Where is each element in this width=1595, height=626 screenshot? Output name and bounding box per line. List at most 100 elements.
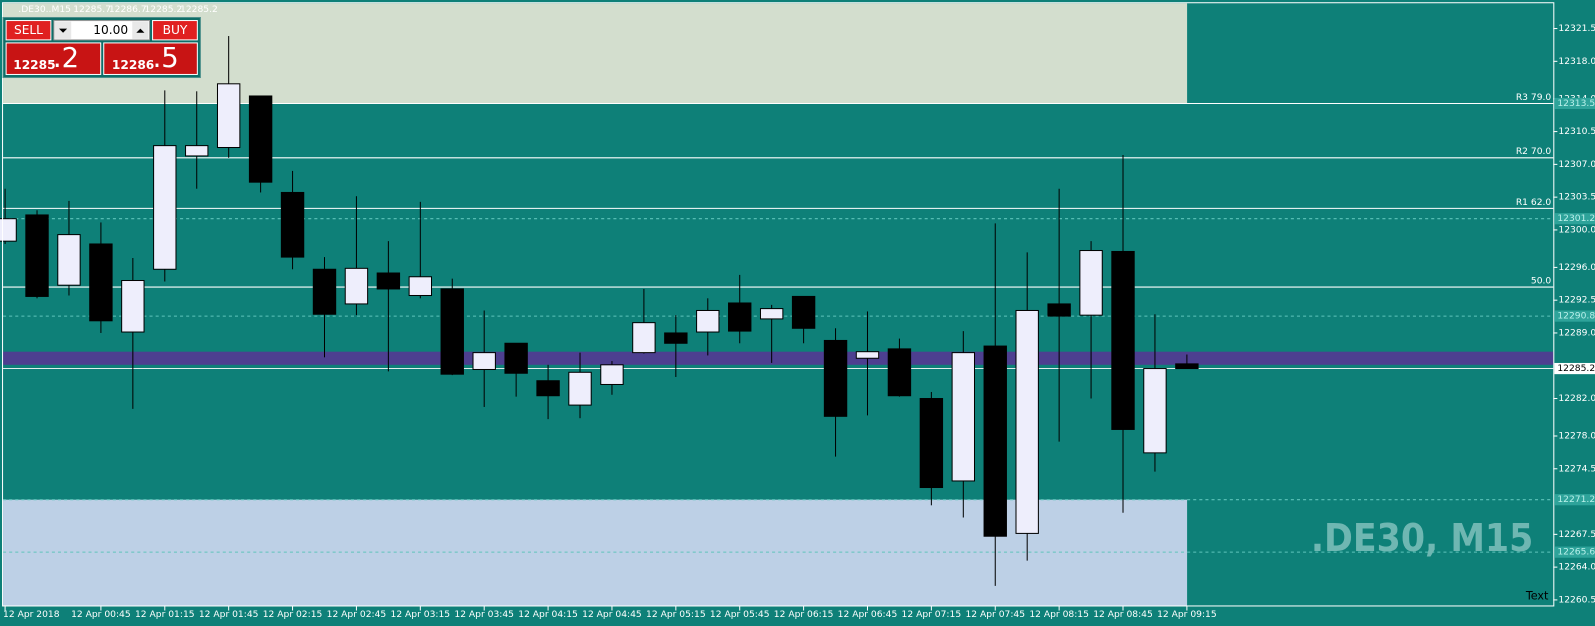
y-tick-label: 12318.0 bbox=[1558, 57, 1595, 67]
candle-body bbox=[1015, 309, 1039, 534]
header-high: 12286.7 bbox=[109, 5, 147, 15]
candle-body bbox=[121, 280, 145, 333]
y-tick-label: 12267.5 bbox=[1558, 530, 1595, 540]
x-tick-label: 12 Apr 07:45 bbox=[965, 610, 1025, 620]
symbol: .DE30..M15 bbox=[18, 5, 71, 15]
bid-label: 12285.2 bbox=[1557, 364, 1595, 374]
x-tick-label: 12 Apr 04:15 bbox=[518, 610, 578, 620]
ask-fraction: .5 bbox=[153, 43, 179, 74]
candle-body bbox=[185, 145, 209, 157]
trade-panel: SELL 10.00 BUY 12285 .2 12286 .5 bbox=[2, 16, 201, 79]
x-tick-label: 12 Apr 06:45 bbox=[838, 610, 898, 620]
candle-body bbox=[1047, 303, 1071, 317]
x-tick-label: 12 Apr 01:45 bbox=[199, 610, 259, 620]
candle-body bbox=[153, 145, 177, 270]
candle-body bbox=[823, 339, 848, 417]
x-tick-label: 12 Apr 08:15 bbox=[1029, 610, 1089, 620]
candle-body bbox=[1175, 363, 1199, 370]
volume-field[interactable] bbox=[53, 20, 151, 41]
y-tick-label: 12292.5 bbox=[1558, 296, 1595, 306]
candle-body bbox=[919, 398, 944, 489]
candle-body bbox=[791, 295, 816, 329]
header-low: 12285.2 bbox=[144, 5, 182, 15]
volume[interactable]: 10.00 bbox=[93, 23, 128, 37]
candle-body bbox=[248, 95, 273, 183]
y-tick-label: 12310.5 bbox=[1558, 127, 1595, 137]
candle-body bbox=[664, 332, 688, 344]
x-tick-label: 12 Apr 04:45 bbox=[582, 610, 642, 620]
y-tick-label: 12289.0 bbox=[1558, 328, 1595, 338]
y-tick-label: 12296.0 bbox=[1558, 263, 1595, 273]
level-label: R3 79.0 bbox=[1516, 93, 1552, 103]
bid-box bbox=[1554, 362, 1595, 375]
y-tick-label: 12264.0 bbox=[1558, 563, 1595, 573]
marker-label: 12290.8 bbox=[1557, 312, 1595, 322]
ask-box[interactable] bbox=[103, 42, 198, 75]
candle-body bbox=[887, 348, 912, 397]
x-tick-label: 12 Apr 06:15 bbox=[774, 610, 834, 620]
up-arrow bbox=[136, 28, 145, 33]
bid-price: 12285 bbox=[13, 58, 55, 72]
level-label: R1 62.0 bbox=[1516, 198, 1552, 208]
buy-button[interactable] bbox=[152, 20, 198, 41]
marker-box bbox=[1554, 97, 1595, 110]
ask-price: 12286 bbox=[112, 58, 154, 72]
watermark: .DE30, M15 bbox=[1311, 516, 1534, 561]
x-tick-label: 12 Apr 02:45 bbox=[327, 610, 387, 620]
candle-body bbox=[504, 342, 528, 374]
candle-body bbox=[600, 364, 624, 385]
marker-box bbox=[1554, 494, 1595, 506]
x-tick-label: 12 Apr 07:15 bbox=[902, 610, 962, 620]
header-close: 12285.2 bbox=[180, 5, 218, 15]
sell-label[interactable]: SELL bbox=[14, 23, 43, 37]
candle-body bbox=[759, 308, 784, 320]
candle-body bbox=[1079, 250, 1103, 316]
candle-body bbox=[951, 352, 976, 482]
marker-box bbox=[1554, 546, 1595, 558]
x-tick-label: 12 Apr 00:45 bbox=[71, 610, 131, 620]
candle-body bbox=[1143, 368, 1167, 454]
plot-area: R3 79.0 R2 70.0 R1 62.0 50.0 bbox=[0, 3, 1554, 607]
zone bbox=[3, 351, 1554, 365]
bid-box[interactable] bbox=[5, 42, 102, 75]
x-tick-label: 12 Apr 2018 bbox=[3, 610, 60, 620]
candle-body bbox=[440, 288, 464, 375]
corner-text: Text bbox=[1525, 589, 1549, 602]
candle-body bbox=[216, 83, 241, 149]
candle-body bbox=[280, 191, 305, 258]
y-tick-label: 12282.0 bbox=[1558, 394, 1595, 404]
marker-label: 12271.2 bbox=[1557, 495, 1595, 505]
candle-body bbox=[696, 309, 720, 333]
zone bbox=[3, 499, 1188, 607]
y-tick-label: 12303.5 bbox=[1558, 193, 1595, 203]
header-open: 12285.7 bbox=[73, 5, 111, 15]
marker-label: 12265.6 bbox=[1557, 548, 1595, 558]
x-tick-label: 12 Apr 05:45 bbox=[710, 610, 770, 620]
sell-button[interactable] bbox=[5, 20, 52, 41]
candle-body bbox=[632, 322, 656, 354]
candle-body bbox=[855, 351, 880, 359]
y-tick-label: 12321.5 bbox=[1558, 24, 1595, 34]
candle-body bbox=[344, 267, 369, 305]
level-label: 50.0 bbox=[1531, 276, 1552, 286]
x-tick-label: 12 Apr 05:15 bbox=[646, 610, 706, 620]
candle-body bbox=[312, 268, 337, 315]
x-tick-label: 12 Apr 02:15 bbox=[263, 610, 323, 620]
plot-frame bbox=[2, 2, 1555, 607]
buy-label[interactable]: BUY bbox=[163, 23, 188, 37]
bid-fraction: .2 bbox=[53, 43, 79, 74]
candle-body bbox=[728, 302, 752, 332]
marker-label: 12313.5 bbox=[1557, 99, 1595, 109]
candle-body bbox=[1111, 250, 1135, 430]
x-tick-label: 12 Apr 09:15 bbox=[1157, 610, 1217, 620]
y-tick-label: 12260.5 bbox=[1558, 595, 1595, 605]
down-arrow bbox=[58, 28, 68, 33]
y-tick-label: 12307.0 bbox=[1558, 160, 1595, 170]
x-tick-label: 12 Apr 03:15 bbox=[391, 610, 451, 620]
candle-body bbox=[568, 371, 592, 406]
candle-body bbox=[0, 218, 17, 242]
marker-box bbox=[1554, 310, 1595, 322]
candle-body bbox=[376, 272, 401, 290]
